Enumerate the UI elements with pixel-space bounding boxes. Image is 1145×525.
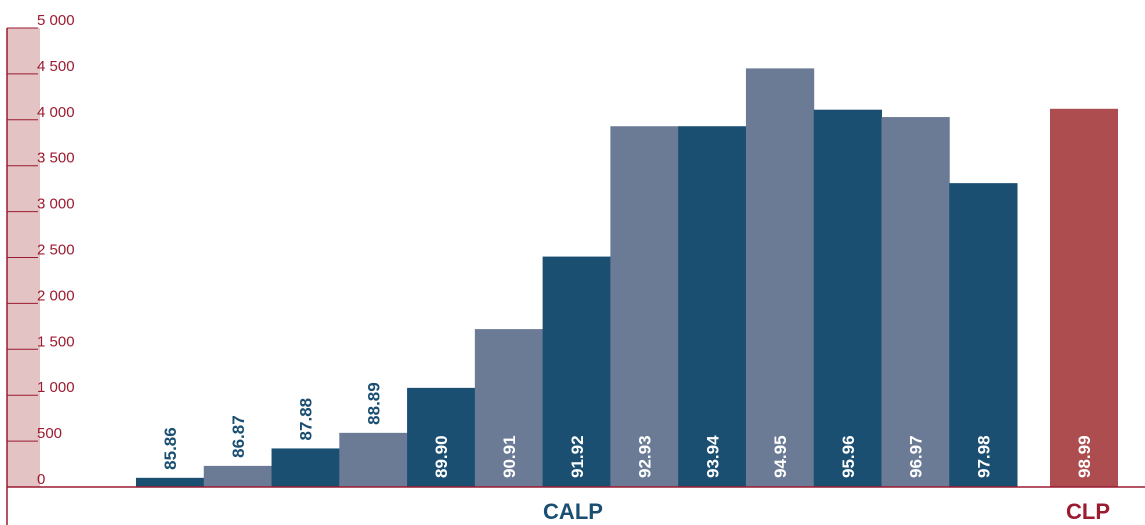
y-tick-label: 1 500 [37, 333, 75, 350]
bar-label: 98.99 [1075, 435, 1094, 478]
bar-87-88 [271, 448, 340, 487]
y-tick-label: 4 500 [37, 58, 75, 75]
bar-89-90 [407, 387, 476, 487]
bar-label: 87.88 [297, 398, 316, 441]
y-tick-label: 0 [37, 471, 45, 488]
y-tick-label: 3 500 [37, 150, 75, 167]
bar-91-92 [542, 256, 611, 487]
bar-label: 93.94 [703, 435, 722, 478]
bar-label: 97.98 [974, 435, 993, 478]
bar-label: 96.97 [907, 435, 926, 478]
bar-92-93 [610, 126, 679, 487]
bar-93-94 [678, 126, 747, 487]
y-tick-label: 2 500 [37, 242, 75, 259]
group-label-calp: CALP [543, 499, 603, 524]
y-axis-ticks: 0 500 1 000 1 500 2 000 2 500 3 000 3 500 4 000 4… [7, 12, 75, 488]
bar-label: 85.86 [161, 427, 180, 470]
bar-label: 95.96 [839, 435, 858, 478]
bar-label: 90.91 [500, 435, 519, 478]
bar-label: 89.90 [432, 435, 451, 478]
bar-96-97 [881, 117, 950, 488]
y-tick-label: 3 000 [37, 196, 75, 213]
bar-label: 92.93 [636, 435, 655, 478]
y-tick-label: 2 000 [37, 287, 75, 304]
bars [136, 68, 1118, 488]
bar-88-89 [339, 432, 408, 487]
y-tick-label: 4 000 [37, 104, 75, 121]
bar-90-91 [474, 329, 544, 487]
y-tick-label: 5 000 [37, 12, 75, 29]
bar-labels: 85.86 86.87 87.88 88.89 89.90 90.91 91.92 92.93… [161, 382, 1094, 478]
bar-label: 91.92 [568, 435, 587, 478]
bar-94-95 [745, 68, 815, 487]
group-label-clp: CLP [1066, 499, 1110, 524]
bar-label: 94.95 [771, 435, 790, 478]
y-tick-label: 1 000 [37, 379, 75, 396]
bar-97-98 [949, 183, 1018, 487]
bar-86-87 [203, 465, 273, 487]
bar-98-99 [1050, 108, 1118, 487]
bar-95-96 [813, 109, 882, 487]
bar-85-86 [136, 477, 205, 487]
bar-label: 86.87 [229, 415, 248, 458]
y-tick-label: 500 [37, 425, 62, 442]
bar-label: 88.89 [364, 382, 383, 425]
